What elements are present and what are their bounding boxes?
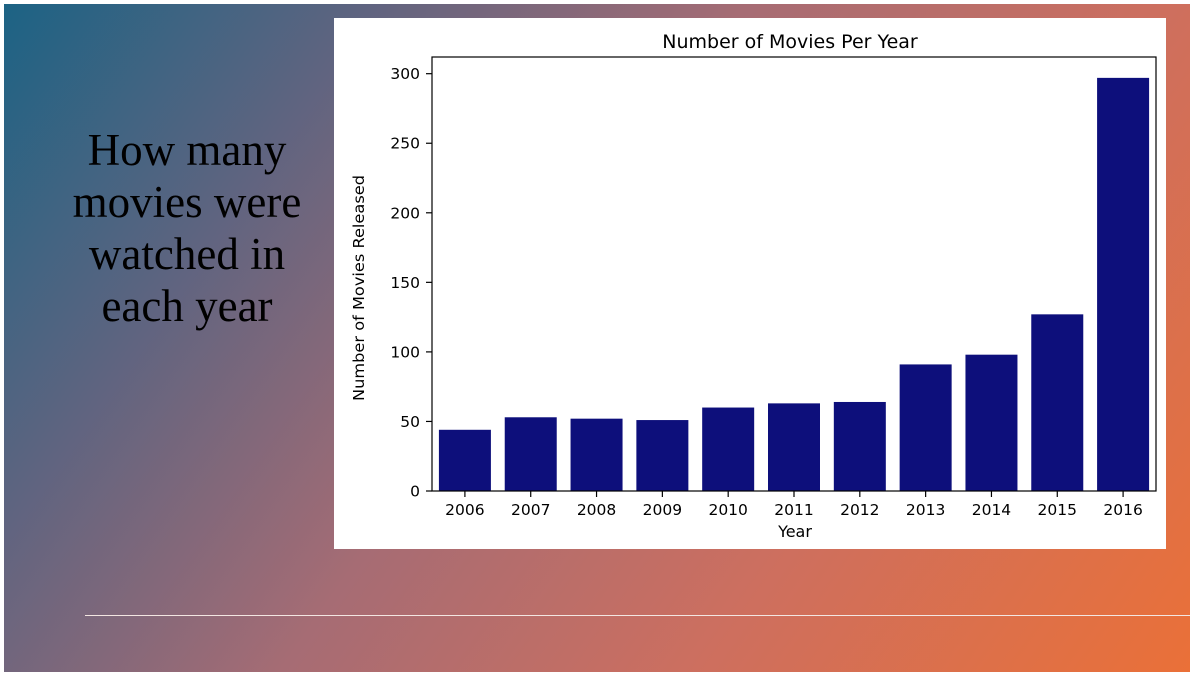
bar-2008: [570, 418, 623, 491]
slide-background: How many movies were watched in each yea…: [4, 4, 1190, 672]
x-tick-label-2007: 2007: [511, 501, 550, 519]
x-tick-label-2012: 2012: [840, 501, 879, 519]
x-axis-label: Year: [777, 522, 812, 541]
plot-area: 0 50 100 150 200 250 300 2006 2007 2008 2009 2010 20…: [390, 56, 1157, 519]
y-tick-label-100: 100: [390, 343, 420, 361]
x-tick-label-2014: 2014: [972, 501, 1011, 519]
x-tick-label-2015: 2015: [1038, 501, 1077, 519]
bar-2007: [504, 417, 557, 491]
chart-title: Number of Movies Per Year: [662, 31, 918, 53]
bar-2015: [1031, 314, 1084, 491]
bar-2006: [438, 429, 491, 491]
bar-2010: [702, 407, 755, 491]
bar-2016: [1097, 77, 1150, 491]
y-tick-label-200: 200: [390, 204, 420, 222]
bar-2009: [636, 420, 689, 491]
y-tick-label-250: 250: [390, 135, 420, 153]
y-tick-label-50: 50: [400, 413, 420, 431]
bar-2013: [899, 364, 952, 491]
y-tick-label-150: 150: [390, 274, 420, 292]
x-tick-label-2010: 2010: [708, 501, 747, 519]
x-tick-label-2011: 2011: [774, 501, 813, 519]
y-tick-label-0: 0: [410, 483, 420, 501]
chart-panel: Number of Movies Per Year Number of Movi…: [334, 18, 1166, 549]
x-tick-label-2009: 2009: [643, 501, 682, 519]
y-axis-label: Number of Movies Released: [350, 175, 368, 401]
bar-2014: [965, 354, 1018, 491]
slide-headline: How many movies were watched in each yea…: [72, 125, 302, 331]
bar-chart: Number of Movies Per Year Number of Movi…: [350, 31, 1157, 541]
footer-divider: [85, 615, 1190, 616]
x-tick-label-2006: 2006: [445, 501, 484, 519]
y-tick-label-300: 300: [390, 65, 420, 83]
x-tick-label-2008: 2008: [577, 501, 616, 519]
x-tick-label-2016: 2016: [1103, 501, 1142, 519]
bar-2012: [833, 401, 886, 491]
x-tick-label-2013: 2013: [906, 501, 945, 519]
bar-2011: [768, 403, 820, 491]
